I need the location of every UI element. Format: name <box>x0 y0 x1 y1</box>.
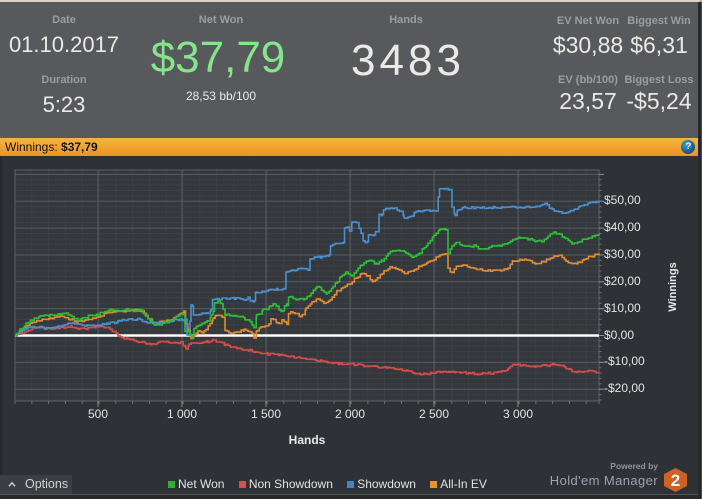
svg-text:2: 2 <box>671 471 680 490</box>
